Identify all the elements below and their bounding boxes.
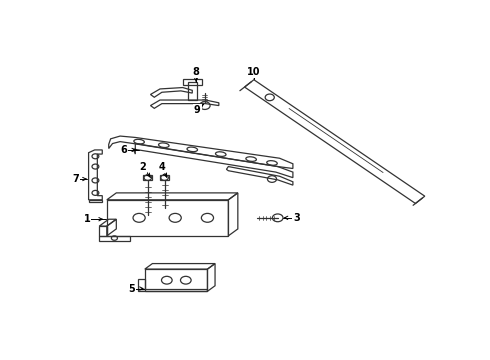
Text: 3: 3 (294, 213, 300, 223)
Text: 6: 6 (121, 145, 127, 155)
Text: 2: 2 (140, 162, 147, 172)
Text: 10: 10 (247, 67, 261, 77)
Text: 8: 8 (193, 67, 199, 77)
Text: 5: 5 (128, 284, 135, 293)
Text: 7: 7 (73, 174, 79, 184)
Text: 9: 9 (194, 105, 200, 115)
Text: 1: 1 (84, 214, 91, 224)
Text: 4: 4 (158, 162, 165, 172)
